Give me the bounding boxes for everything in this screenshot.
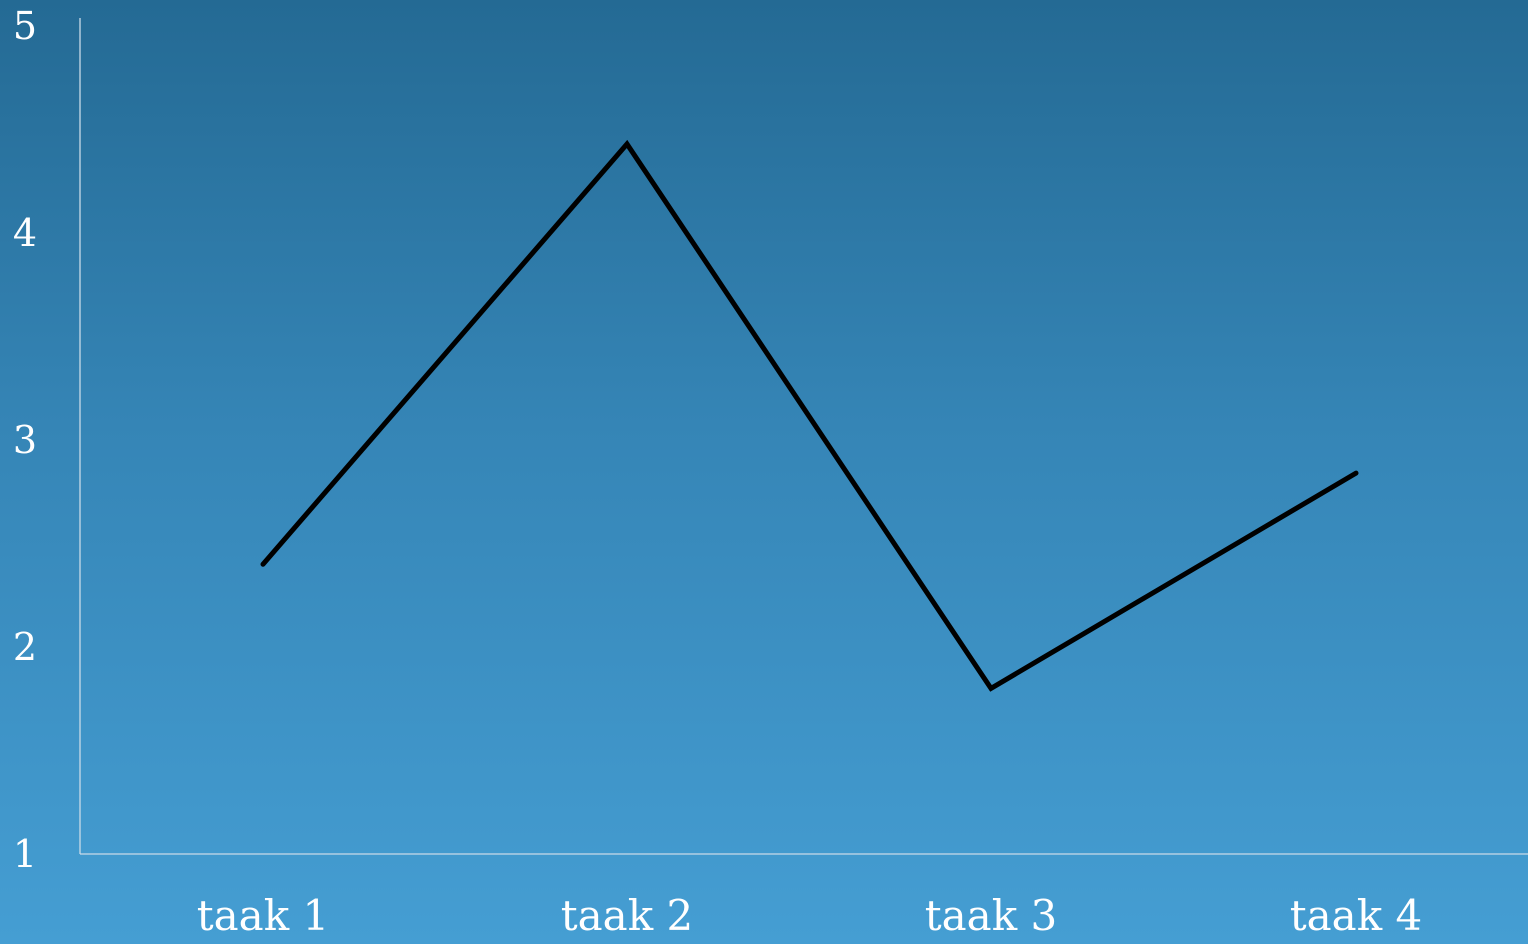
series-group bbox=[260, 139, 1359, 692]
y-tick-label: 2 bbox=[13, 625, 37, 669]
y-tick-label: 3 bbox=[13, 418, 37, 462]
y-tick-label: 1 bbox=[13, 832, 37, 876]
x-tick-label: taak 4 bbox=[1290, 891, 1422, 940]
x-tick-label: taak 2 bbox=[561, 891, 693, 940]
x-tick-label: taak 3 bbox=[925, 891, 1057, 940]
x-tick-labels: taak 1 taak 2 taak 3 taak 4 bbox=[197, 891, 1422, 940]
series-line bbox=[260, 139, 1359, 692]
y-tick-label: 5 bbox=[13, 4, 37, 48]
y-tick-label: 4 bbox=[13, 211, 37, 255]
x-tick-label: taak 1 bbox=[197, 891, 329, 940]
y-tick-labels: 1 2 3 4 5 bbox=[13, 4, 37, 876]
